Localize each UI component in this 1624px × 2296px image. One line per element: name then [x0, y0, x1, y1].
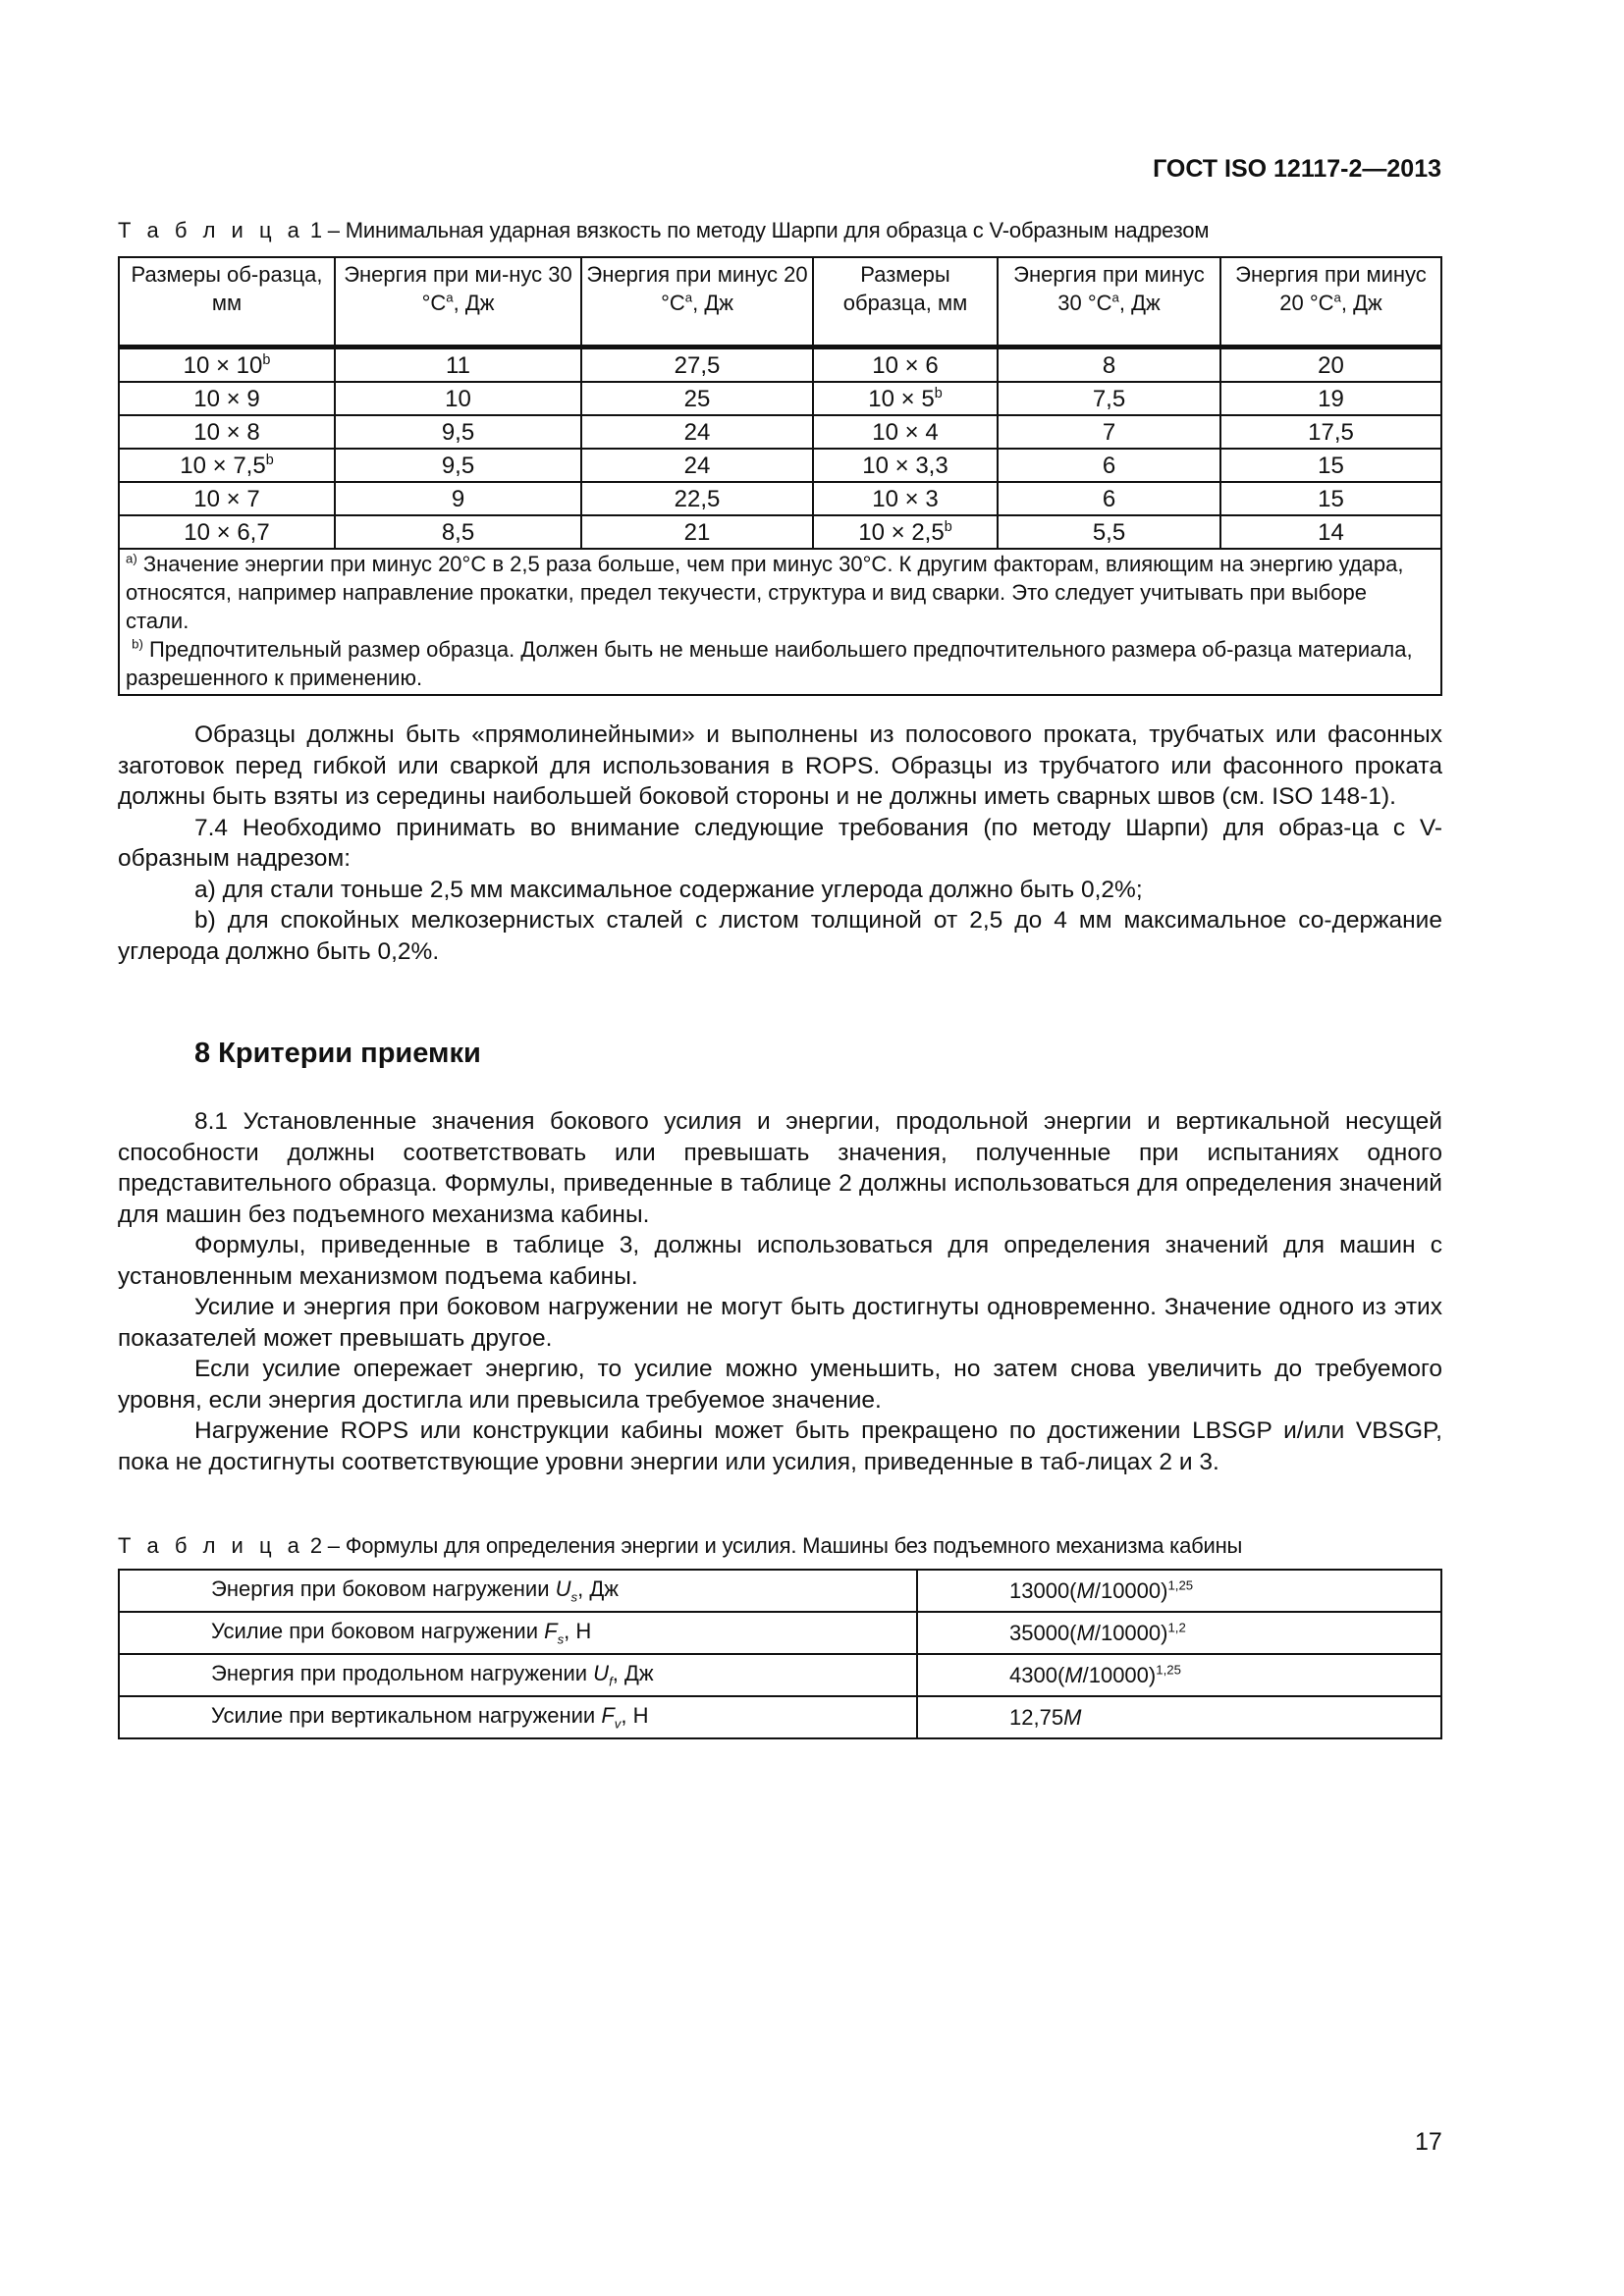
caption-text: 2 – Формулы для определения энергии и ус…	[309, 1533, 1243, 1558]
paragraphs-section-7: Образцы должны быть «прямолинейными» и в…	[118, 720, 1442, 967]
table-cell: 10 × 6	[812, 346, 999, 383]
table-cell: 11	[334, 346, 582, 383]
table-cell: 15	[1219, 448, 1442, 483]
table-row: Энергия при продольном нагружении Uf, Дж…	[118, 1653, 1442, 1697]
paragraph: Нагружение ROPS или конструкции кабины м…	[118, 1417, 1442, 1475]
table-cell: 10 × 5b	[812, 381, 999, 416]
table-cell: 10 × 4	[812, 414, 999, 450]
table-cell: 14	[1219, 514, 1442, 550]
table-cell: 27,5	[580, 346, 814, 383]
paragraph: Формулы, приведенные в таблице 3, должны…	[118, 1232, 1442, 1290]
paragraph: b) для спокойных мелкозернистых сталей с…	[118, 907, 1442, 965]
note-b: b) Предпочтительный размер образца. Долж…	[126, 636, 1413, 690]
formula-cell: 4300(M/10000)1,25	[916, 1653, 1442, 1697]
note-a: a) Значение энергии при минус 20°C в 2,5…	[126, 551, 1404, 633]
paragraph: 7.4 Необходимо принимать во внимание сле…	[118, 814, 1442, 873]
table-cell: 10 × 3	[812, 481, 999, 516]
formulas-table: Энергия при боковом нагружении Us, Дж 130…	[118, 1569, 1442, 1739]
table-row: Усилие при боковом нагружении Fs, Н 35000…	[118, 1611, 1442, 1655]
quantity-cell: Усилие при вертикальном нагружении Fv, Н	[118, 1695, 918, 1739]
table-row: Усилие при вертикальном нагружении Fv, Н…	[118, 1695, 1442, 1739]
table2-caption: Т а б л и ц а 2 – Формулы для определени…	[118, 1533, 1242, 1559]
document-header: ГОСТ ISO 12117-2—2013	[1153, 155, 1441, 183]
table-row: 10 × 6,7 8,5 21 10 × 2,5b 5,5 14	[118, 514, 1442, 550]
table-cell: 8	[997, 346, 1221, 383]
charpy-table: Размеры об-разца, мм Энергия при ми-нус 3…	[118, 256, 1442, 696]
table-cell: 15	[1219, 481, 1442, 516]
table-cell: 10 × 2,5b	[812, 514, 999, 550]
table-cell: 9,5	[334, 414, 582, 450]
table-cell: 20	[1219, 346, 1442, 383]
table1-caption: Т а б л и ц а 1 – Минимальная ударная вя…	[118, 218, 1209, 243]
section-heading: 8 Критерии приемки	[194, 1038, 481, 1069]
table-cell: 10 × 10b	[118, 346, 336, 383]
table-cell: 5,5	[997, 514, 1221, 550]
table-cell: 19	[1219, 381, 1442, 416]
table-notes: a) Значение энергии при минус 20°C в 2,5…	[118, 548, 1442, 696]
table-cell: 7,5	[997, 381, 1221, 416]
column-header: Энергия при минус 30 °Ca, Дж	[997, 256, 1221, 348]
table-cell: 10 × 8	[118, 414, 336, 450]
table-row: Энергия при боковом нагружении Us, Дж 130…	[118, 1569, 1442, 1613]
table-label: Т а б л и ц а	[118, 218, 304, 242]
table-row: 10 × 7,5b 9,5 24 10 × 3,3 6 15	[118, 448, 1442, 483]
table-row: 10 × 8 9,5 24 10 × 4 7 17,5	[118, 414, 1442, 450]
table-cell: 24	[580, 414, 814, 450]
column-header: Энергия при ми-нус 30 °Ca, Дж	[334, 256, 582, 348]
table-cell: 8,5	[334, 514, 582, 550]
paragraph: a) для стали тоньше 2,5 мм максимальное …	[194, 876, 1143, 903]
caption-text: 1 – Минимальная ударная вязкость по мето…	[309, 218, 1210, 242]
table-row: 10 × 10b 11 27,5 10 × 6 8 20	[118, 346, 1442, 383]
table-cell: 10 × 7	[118, 481, 336, 516]
paragraphs-section-8: 8.1 Установленные значения бокового усил…	[118, 1106, 1442, 1477]
table-cell: 10 × 7,5b	[118, 448, 336, 483]
formula-cell: 35000(M/10000)1,2	[916, 1611, 1442, 1655]
table-cell: 6	[997, 448, 1221, 483]
table-row: 10 × 7 9 22,5 10 × 3 6 15	[118, 481, 1442, 516]
table-cell: 7	[997, 414, 1221, 450]
paragraph: 8.1 Установленные значения бокового усил…	[118, 1108, 1442, 1228]
table-cell: 22,5	[580, 481, 814, 516]
table-cell: 25	[580, 381, 814, 416]
table-cell: 10 × 9	[118, 381, 336, 416]
table-cell: 9	[334, 481, 582, 516]
paragraph: Усилие и энергия при боковом нагружении …	[118, 1294, 1442, 1352]
table-cell: 24	[580, 448, 814, 483]
table-cell: 10 × 6,7	[118, 514, 336, 550]
column-header: Размеры об-разца, мм	[118, 256, 336, 348]
table-row: 10 × 9 10 25 10 × 5b 7,5 19	[118, 381, 1442, 416]
column-header: Размеры образца, мм	[812, 256, 999, 348]
paragraph: Образцы должны быть «прямолинейными» и в…	[118, 721, 1442, 810]
formula-cell: 12,75M	[916, 1695, 1442, 1739]
formula-cell: 13000(M/10000)1,25	[916, 1569, 1442, 1613]
quantity-cell: Энергия при продольном нагружении Uf, Дж	[118, 1653, 918, 1697]
paragraph: Если усилие опережает энергию, то усилие…	[118, 1356, 1442, 1414]
table-cell: 10 × 3,3	[812, 448, 999, 483]
table-cell: 6	[997, 481, 1221, 516]
column-header: Энергия при минус 20 °Ca, Дж	[1219, 256, 1442, 348]
quantity-cell: Усилие при боковом нагружении Fs, Н	[118, 1611, 918, 1655]
table-cell: 21	[580, 514, 814, 550]
quantity-cell: Энергия при боковом нагружении Us, Дж	[118, 1569, 918, 1613]
table-label: Т а б л и ц а	[118, 1533, 304, 1558]
table-cell: 10	[334, 381, 582, 416]
column-header: Энергия при минус 20 °Ca, Дж	[580, 256, 814, 348]
table-cell: 9,5	[334, 448, 582, 483]
page-number: 17	[1415, 2128, 1442, 2156]
table-cell: 17,5	[1219, 414, 1442, 450]
